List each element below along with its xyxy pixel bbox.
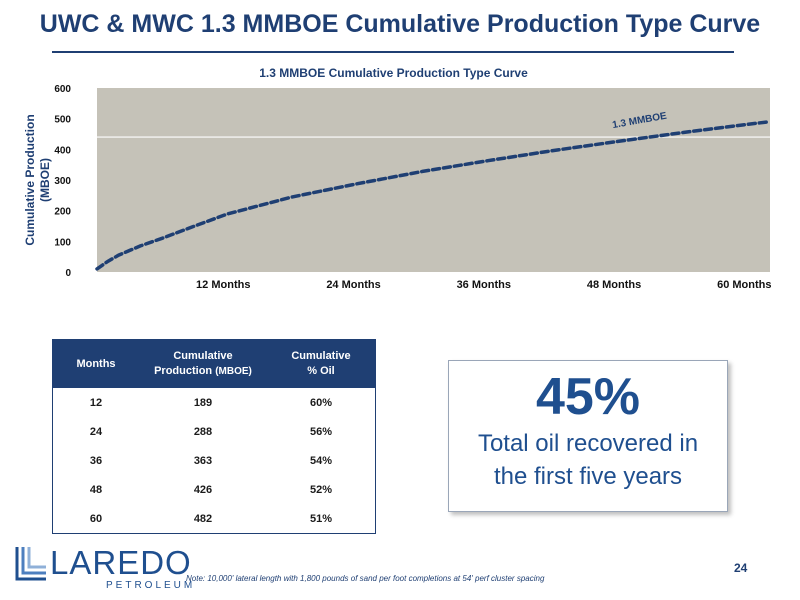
callout-line-2: the first five years: [493, 463, 683, 490]
chart-title: 1.3 MMBOE Cumulative Production Type Cur…: [259, 66, 528, 80]
table-cell: 12: [89, 396, 103, 409]
table-cell: 60: [89, 512, 103, 525]
table-row: 36 363 54%: [53, 446, 376, 475]
table-cell: 189: [193, 396, 213, 409]
table-cell: 54%: [309, 454, 333, 467]
table-header-row: Months Cumulative Production (MBOE) Cumu…: [52, 339, 376, 388]
logo-mark-icon: [15, 547, 46, 581]
logo-subtitle: PETROLEUM: [106, 580, 196, 591]
table-row: 24 288 56%: [53, 417, 376, 446]
x-tick-label: 24 Months: [326, 279, 380, 291]
table-cell: 363: [193, 454, 213, 467]
table-row: 48 426 52%: [53, 475, 376, 504]
logo-wordmark: LAREDO: [50, 544, 192, 581]
table-cell: 36: [89, 454, 103, 467]
plot-area: [97, 88, 770, 272]
table-cell: 48: [89, 483, 103, 496]
page-number: 24: [734, 561, 748, 575]
footnote: Note: 10,000' lateral length with 1,800 …: [186, 574, 545, 583]
slide-title: UWC & MWC 1.3 MMBOE Cumulative Productio…: [39, 10, 761, 38]
x-tick-label: 48 Months: [587, 279, 641, 291]
table-cell: 52%: [309, 483, 333, 496]
y-axis-label: Cumulative Production: [23, 114, 37, 245]
oil-recovery-callout: 45% Total oil recovered in the first fiv…: [448, 360, 728, 512]
production-table: Months Cumulative Production (MBOE) Cumu…: [52, 339, 376, 534]
title-divider: [52, 51, 734, 53]
y-tick-label: 0: [65, 268, 71, 279]
y-tick-label: 100: [54, 237, 71, 248]
series-line: [95, 119, 772, 271]
table-cell: 288: [193, 425, 213, 438]
x-tick-label: 60 Months: [717, 279, 771, 291]
table-cell: 482: [193, 512, 213, 525]
table-cell: 60%: [309, 396, 333, 409]
header-months: Months: [52, 339, 139, 388]
production-chart: 1.3 MMBOE Cumulative Production Type Cur…: [23, 66, 772, 291]
callout-line-1: Total oil recovered in: [477, 430, 699, 457]
x-tick-label: 12 Months: [196, 279, 250, 291]
header-cumulative-oil: Cumulative % Oil: [267, 339, 376, 388]
table-cell: 51%: [309, 512, 333, 525]
x-tick-label: 36 Months: [457, 279, 511, 291]
y-tick-label: 600: [54, 84, 71, 95]
table-row: 60 482 51%: [53, 504, 376, 534]
table-cell: 24: [89, 425, 103, 438]
y-tick-label: 400: [54, 145, 71, 156]
callout-percentage: 45%: [535, 368, 641, 426]
table-cell: 426: [193, 483, 213, 496]
table-row: 12 189 60%: [53, 388, 376, 417]
y-tick-label: 300: [54, 176, 71, 187]
y-axis-label: (MBOE): [38, 158, 52, 202]
y-tick-label: 500: [54, 115, 71, 126]
header-cumulative-production: Cumulative Production (MBOE): [139, 339, 267, 388]
table-cell: 56%: [309, 425, 333, 438]
y-tick-label: 200: [54, 207, 71, 218]
company-logo: LAREDO PETROLEUM: [14, 543, 192, 595]
